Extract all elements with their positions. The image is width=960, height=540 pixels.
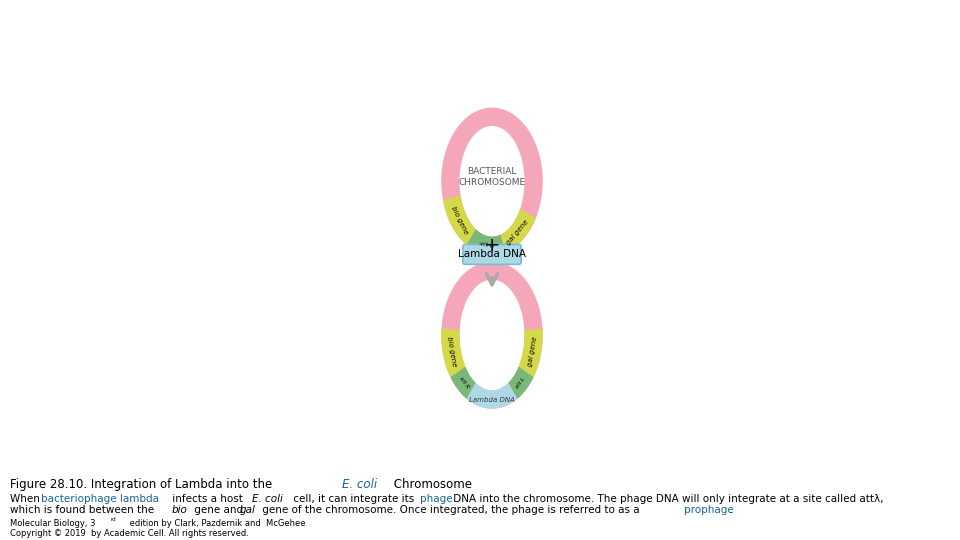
Polygon shape xyxy=(467,383,517,409)
Polygon shape xyxy=(524,329,542,335)
Text: Chromosome: Chromosome xyxy=(390,478,471,491)
Polygon shape xyxy=(442,329,466,377)
Polygon shape xyxy=(442,107,542,255)
Text: Lambda DNA: Lambda DNA xyxy=(469,396,515,402)
Text: bio gene: bio gene xyxy=(446,336,457,367)
Polygon shape xyxy=(450,367,476,399)
Text: BACTERIAL
CHROMOSOME: BACTERIAL CHROMOSOME xyxy=(459,167,525,187)
Text: att R: att R xyxy=(458,376,469,389)
Text: bio gene: bio gene xyxy=(449,205,468,235)
Text: E. coli: E. coli xyxy=(252,494,283,504)
Text: rd: rd xyxy=(110,517,116,522)
Text: E. coli: E. coli xyxy=(342,478,377,491)
Text: gene of the chromosome. Once integrated, the phage is referred to as a: gene of the chromosome. Once integrated,… xyxy=(259,505,643,515)
Text: Figure 28.10. Integration of Lambda into the: Figure 28.10. Integration of Lambda into… xyxy=(10,478,276,491)
Text: Molecular Biology, 3: Molecular Biology, 3 xyxy=(10,519,95,529)
Text: cell, it can integrate its: cell, it can integrate its xyxy=(290,494,418,504)
Text: edition by Clark, Pazdernik and  McGehee: edition by Clark, Pazdernik and McGehee xyxy=(127,519,305,529)
Text: gal gene: gal gene xyxy=(527,336,538,367)
Polygon shape xyxy=(518,335,542,377)
Text: gal gene: gal gene xyxy=(505,219,529,246)
Text: att L: att L xyxy=(515,376,526,389)
Text: which is found between the: which is found between the xyxy=(10,505,157,515)
Text: Lambda DNA: Lambda DNA xyxy=(458,249,526,259)
Polygon shape xyxy=(467,229,505,255)
Text: +: + xyxy=(484,236,500,255)
Text: .: . xyxy=(729,505,732,515)
Text: gene and: gene and xyxy=(191,505,247,515)
Text: DNA into the chromosome. The phage DNA will only integrate at a site called attλ: DNA into the chromosome. The phage DNA w… xyxy=(450,494,884,504)
Text: prophage: prophage xyxy=(684,505,733,515)
Text: phage: phage xyxy=(420,494,452,504)
Polygon shape xyxy=(500,209,536,252)
Text: Copyright © 2019  by Academic Cell. All rights reserved.: Copyright © 2019 by Academic Cell. All r… xyxy=(10,529,249,538)
Text: infects a host: infects a host xyxy=(169,494,246,504)
Polygon shape xyxy=(508,367,534,399)
Polygon shape xyxy=(442,261,542,409)
Polygon shape xyxy=(443,195,476,245)
Text: bio: bio xyxy=(172,505,188,515)
Text: bacteriophage lambda: bacteriophage lambda xyxy=(41,494,159,504)
Text: gal: gal xyxy=(240,505,256,515)
FancyBboxPatch shape xyxy=(463,245,521,265)
Text: When: When xyxy=(10,494,43,504)
Text: att B: att B xyxy=(479,241,494,249)
